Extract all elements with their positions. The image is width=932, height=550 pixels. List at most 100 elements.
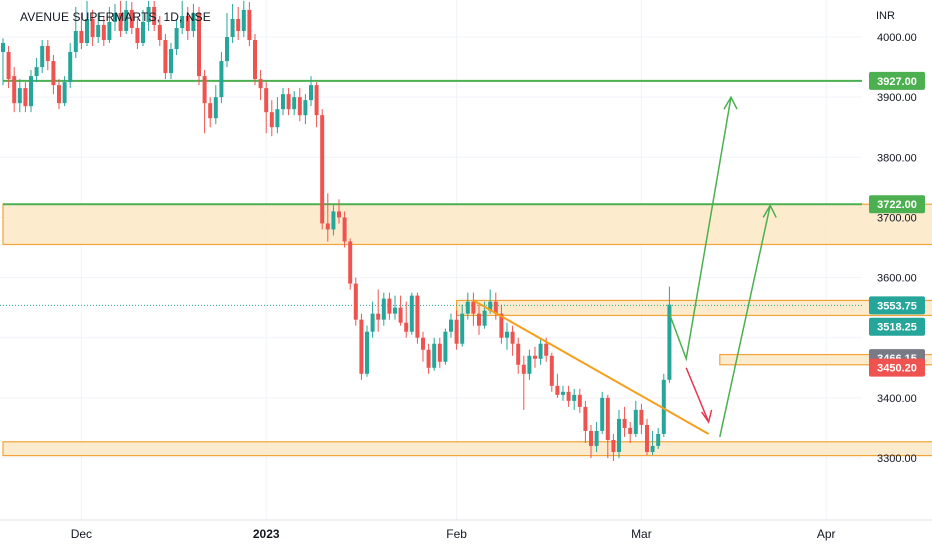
candle-body	[449, 319, 453, 332]
candle	[275, 97, 280, 134]
candle-body	[661, 379, 666, 434]
candle-body	[566, 391, 571, 401]
candle	[633, 400, 638, 437]
candle-body	[141, 21, 145, 44]
candle	[583, 400, 588, 443]
candle	[113, 3, 117, 31]
candle-body	[482, 310, 487, 326]
candle-body	[432, 343, 437, 368]
candle	[622, 406, 627, 437]
candle-body	[443, 331, 448, 362]
candle-body	[185, 15, 190, 31]
candle	[572, 388, 577, 410]
candle	[387, 292, 392, 320]
price-tag-text: 3553.75	[877, 300, 917, 312]
candle-body	[62, 82, 67, 104]
candle	[650, 430, 655, 455]
candle	[398, 295, 403, 326]
candle	[286, 88, 291, 116]
candle	[320, 109, 325, 230]
candle	[17, 79, 22, 113]
candle-body	[292, 97, 297, 110]
candle-body	[73, 30, 78, 53]
time-axis[interactable]: Dec2023FebMarAprMay	[0, 519, 932, 541]
candle-body	[594, 430, 599, 446]
candle-body	[101, 24, 106, 41]
candle-body	[488, 301, 493, 311]
candle	[23, 82, 28, 113]
candle-body	[258, 79, 263, 89]
candle-body	[633, 409, 638, 434]
candle	[365, 325, 369, 377]
chart-title: AVENUE SUPERMARTS, 1D, NSE	[20, 10, 211, 24]
price-tag-box	[869, 195, 925, 214]
candle	[225, 12, 229, 68]
candle	[292, 91, 297, 116]
candle-body	[1, 43, 5, 53]
candle	[465, 292, 470, 320]
zone-3310	[2, 441, 932, 457]
candle-body	[393, 307, 397, 314]
candle-body	[225, 37, 229, 62]
candles	[1, 0, 672, 462]
candle	[404, 301, 409, 338]
candle-body	[17, 88, 22, 104]
candle	[96, 12, 101, 44]
x-tick-label: Apr	[817, 527, 836, 541]
price-tag-box	[869, 296, 925, 315]
candle	[303, 94, 308, 125]
candle-body	[303, 100, 308, 116]
candle-body	[516, 343, 521, 365]
candle-body	[146, 6, 151, 22]
price-tags: 3927.003722.003553.753518.253466.153450.…	[869, 71, 925, 377]
candle-body	[23, 88, 28, 107]
candle-body	[208, 103, 213, 119]
candle-body	[561, 391, 565, 395]
x-tick-label: Feb	[446, 527, 467, 541]
candle	[376, 289, 381, 332]
candle	[516, 337, 521, 374]
candle-body	[281, 94, 285, 110]
price-tag-box	[869, 71, 925, 90]
candle-body	[583, 406, 588, 431]
drawings	[472, 95, 777, 438]
candle-body	[454, 319, 459, 344]
candle-body	[107, 21, 112, 41]
candle	[443, 328, 448, 365]
price-tag-text: 3722.00	[877, 199, 917, 211]
candle-body	[437, 343, 442, 362]
candle-body	[404, 322, 409, 332]
candle-body	[477, 313, 481, 326]
price-axis[interactable]: 4000.00 3900.00 3800.00 3700.00 3600.00 3400.…	[877, 32, 917, 465]
projection-arrow-green-1	[668, 97, 732, 362]
candle-body	[129, 9, 134, 28]
candle-body	[533, 355, 537, 359]
candle	[600, 391, 605, 434]
tag-3722: 3722.00	[869, 195, 925, 214]
candle-body	[320, 115, 325, 224]
candle	[611, 433, 616, 462]
candle	[639, 403, 644, 434]
candle-body	[398, 307, 403, 323]
candle-body	[297, 97, 302, 116]
candle	[510, 325, 515, 356]
candle-body	[639, 409, 644, 425]
candle-body	[202, 76, 207, 104]
candle-body	[342, 217, 347, 242]
candle-body	[605, 397, 610, 440]
candle	[40, 40, 45, 74]
candle-body	[527, 355, 532, 374]
candle	[29, 70, 33, 113]
candle-body	[656, 433, 661, 446]
candle	[174, 18, 179, 56]
candle	[180, 0, 185, 34]
horizontal-levels	[0, 79, 862, 306]
candle-body	[163, 40, 168, 74]
arrowhead-green-1	[723, 95, 738, 110]
candle-body	[6, 52, 11, 80]
candle-body	[34, 67, 39, 77]
candle-body	[376, 313, 381, 320]
candle	[549, 352, 554, 392]
candle-body	[169, 49, 173, 74]
